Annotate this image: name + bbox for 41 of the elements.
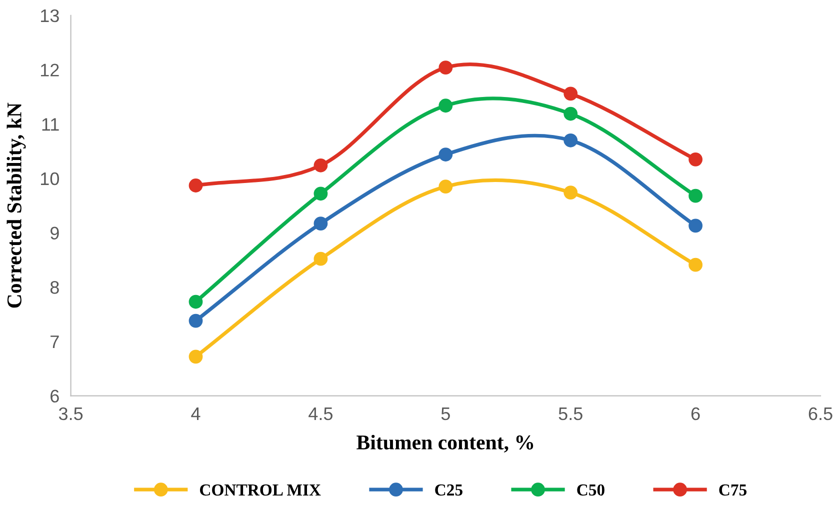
legend-label: C25: [435, 484, 462, 496]
legend-label: C50: [577, 484, 604, 496]
x-tick-label: 6: [691, 407, 700, 420]
x-tick-label: 3.5: [58, 407, 83, 420]
x-tick-label: 4: [191, 408, 200, 420]
point: [688, 218, 702, 233]
y-tick-label: 6: [50, 390, 59, 402]
x-axis-title: Bitumen content, %: [356, 434, 534, 453]
legend-label: C75: [719, 484, 746, 496]
point: [564, 86, 578, 101]
x-tick-label: 5: [441, 408, 450, 420]
point: [564, 186, 578, 200]
point: [564, 106, 578, 121]
point: [438, 98, 453, 113]
point: [438, 60, 453, 75]
point: [688, 258, 702, 272]
point: [438, 180, 453, 194]
point: [314, 216, 328, 230]
point: [688, 152, 702, 166]
y-axis-title: Corrected Stability, kN: [6, 102, 26, 308]
point: [188, 350, 203, 364]
x-tick-label: 4.5: [308, 408, 332, 420]
point: [564, 133, 578, 148]
point: [188, 178, 203, 192]
y-tick-label: 8: [50, 281, 59, 294]
y-tick-label: 12: [40, 64, 59, 76]
y-tick-label: 11: [42, 118, 59, 131]
point: [188, 294, 203, 309]
point: [314, 252, 328, 266]
y-tick-label: 13: [40, 9, 59, 22]
point: [188, 314, 203, 328]
legend-label: CONTROL MIX: [200, 484, 321, 496]
y-tick-label: 10: [40, 172, 59, 186]
y-tick-label: 7: [50, 336, 59, 348]
point: [314, 158, 328, 172]
point: [688, 188, 702, 203]
x-tick-label: 5.5: [558, 408, 582, 420]
x-tick-label: 6.5: [808, 407, 832, 420]
y-tick-label: 9: [50, 226, 59, 240]
point: [314, 186, 328, 201]
point: [438, 148, 453, 162]
